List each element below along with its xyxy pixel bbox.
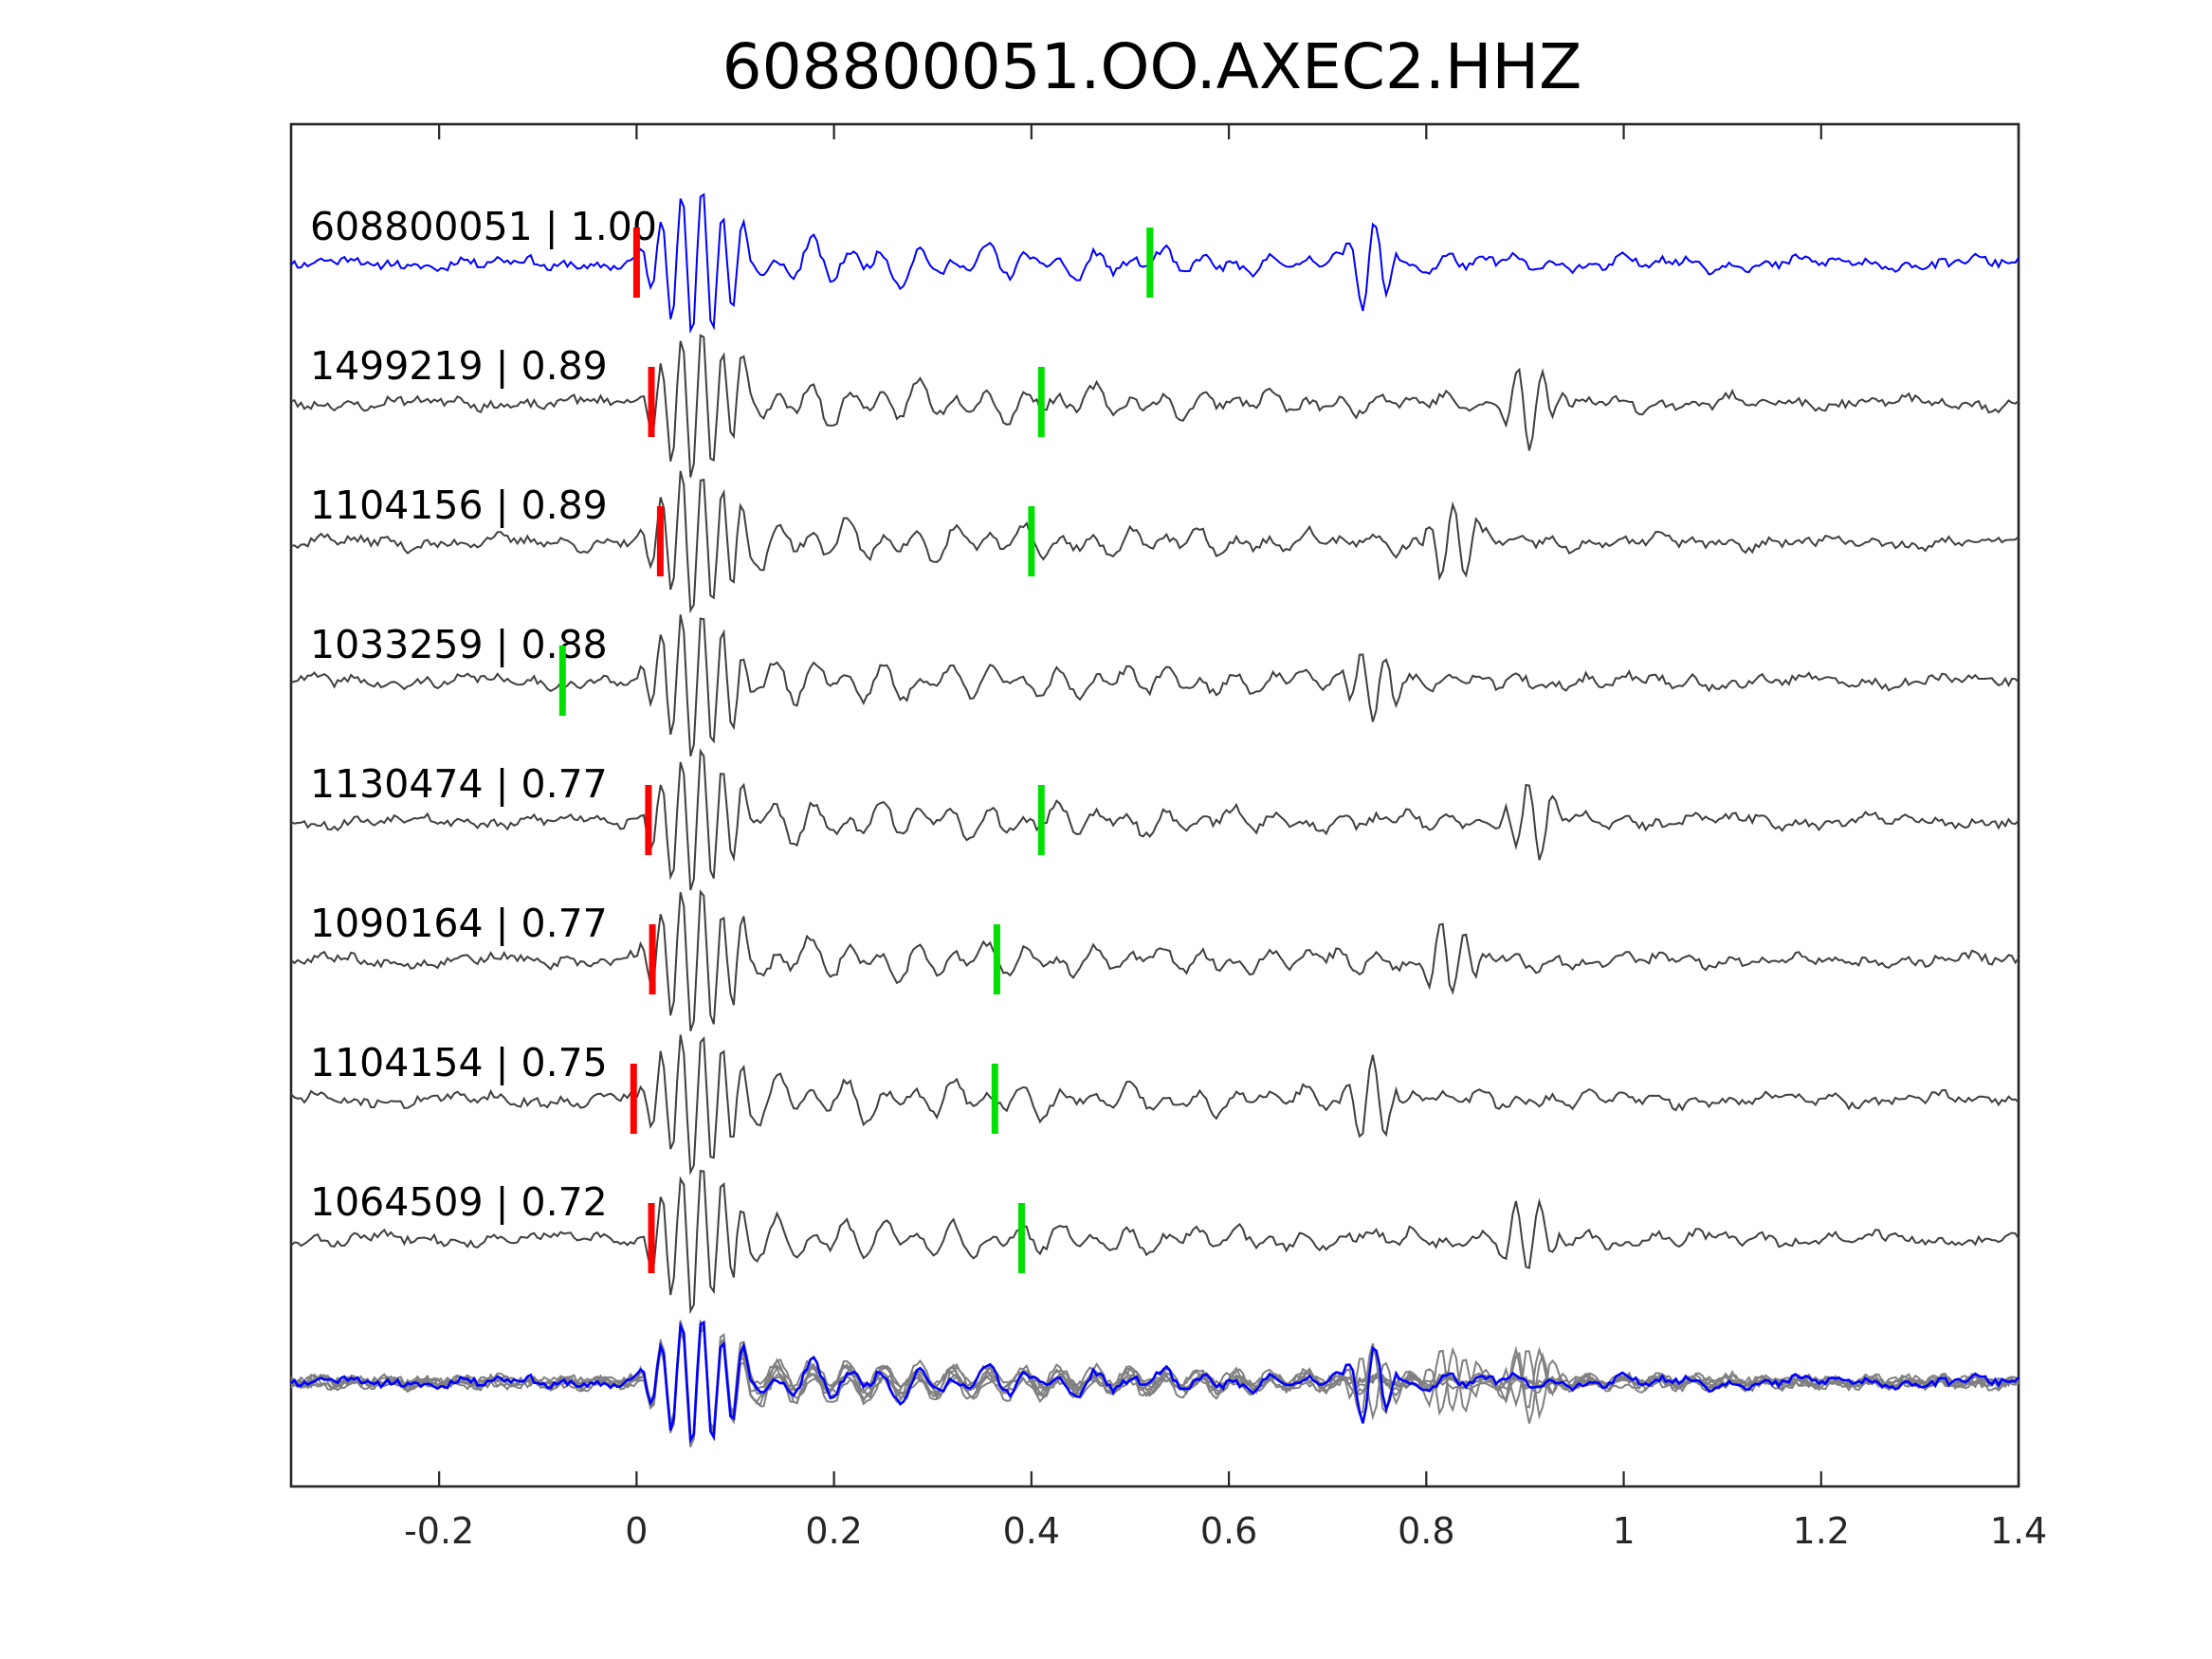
x-tick-label: 1.4 — [1990, 1510, 2047, 1552]
trace-line — [290, 334, 2020, 478]
trace-line — [290, 614, 2020, 757]
trace-line — [290, 748, 2020, 891]
trace-line — [290, 470, 2020, 614]
trace-line — [290, 1169, 2020, 1315]
trace-overlay — [290, 1319, 2020, 1449]
trace-group: 608800051 | 1.00 1499219 | 0.89 1104156 | … — [290, 192, 2020, 1315]
overlay-template-trace — [290, 1320, 2020, 1445]
trace-line — [290, 192, 2020, 335]
x-tick-label: 1.2 — [1793, 1510, 1850, 1552]
x-tick-label: -0.2 — [404, 1510, 474, 1552]
trace-label: 608800051 | 1.00 — [310, 204, 657, 249]
axes-frame — [289, 122, 2020, 1488]
trace-label: 1090164 | 0.77 — [310, 901, 608, 946]
x-tick-label: 0.8 — [1398, 1510, 1454, 1552]
trace-1104154: 1104154 | 0.75 — [290, 1034, 2020, 1176]
trace-1064509: 1064509 | 0.72 — [290, 1169, 2020, 1315]
trace-line — [290, 888, 2020, 1031]
overlay-trace — [290, 1322, 2020, 1448]
trace-608800051: 608800051 | 1.00 — [290, 192, 2020, 335]
x-tick-label: 0.6 — [1200, 1510, 1257, 1552]
trace-1104156: 1104156 | 0.89 — [290, 470, 2020, 614]
trace-1130474: 1130474 | 0.77 — [290, 748, 2020, 891]
trace-label: 1064509 | 0.72 — [310, 1179, 608, 1225]
trace-1499219: 1499219 | 0.89 — [290, 334, 2020, 478]
trace-label: 1104154 | 0.75 — [310, 1040, 608, 1085]
x-tick-label: 0 — [625, 1510, 648, 1552]
trace-label: 1499219 | 0.89 — [310, 343, 608, 389]
trace-line — [290, 1034, 2020, 1176]
trace-label: 1033259 | 0.88 — [310, 622, 608, 667]
x-axis-ticks: -0.2 0 0.2 0.4 0.6 0.8 1 1.2 1.4 — [404, 124, 2047, 1552]
x-tick-label: 1 — [1612, 1510, 1635, 1552]
chart-title: 608800051.OO.AXEC2.HHZ — [722, 30, 1582, 103]
x-tick-label: 0.4 — [1003, 1510, 1060, 1552]
trace-label: 1130474 | 0.77 — [310, 761, 608, 807]
trace-label: 1104156 | 0.89 — [310, 483, 608, 528]
x-tick-label: 0.2 — [805, 1510, 862, 1552]
trace-1033259: 1033259 | 0.88 — [290, 614, 2020, 757]
trace-1090164: 1090164 | 0.77 — [290, 888, 2020, 1031]
